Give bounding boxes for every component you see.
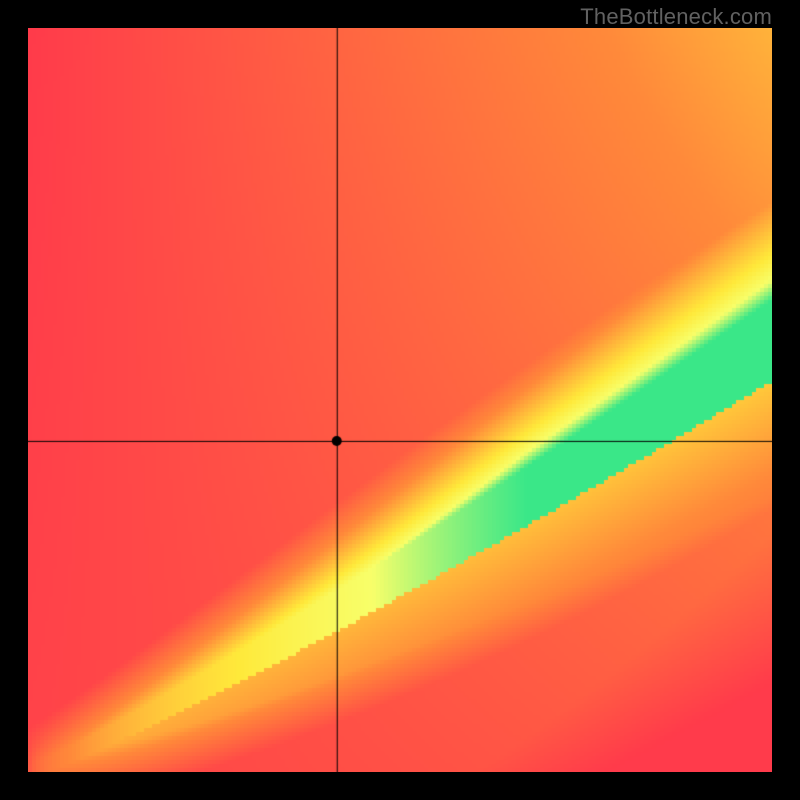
- figure-container: { "watermark": { "text": "TheBottleneck.…: [0, 0, 800, 800]
- watermark-text: TheBottleneck.com: [580, 4, 772, 30]
- bottleneck-heatmap: [28, 28, 772, 772]
